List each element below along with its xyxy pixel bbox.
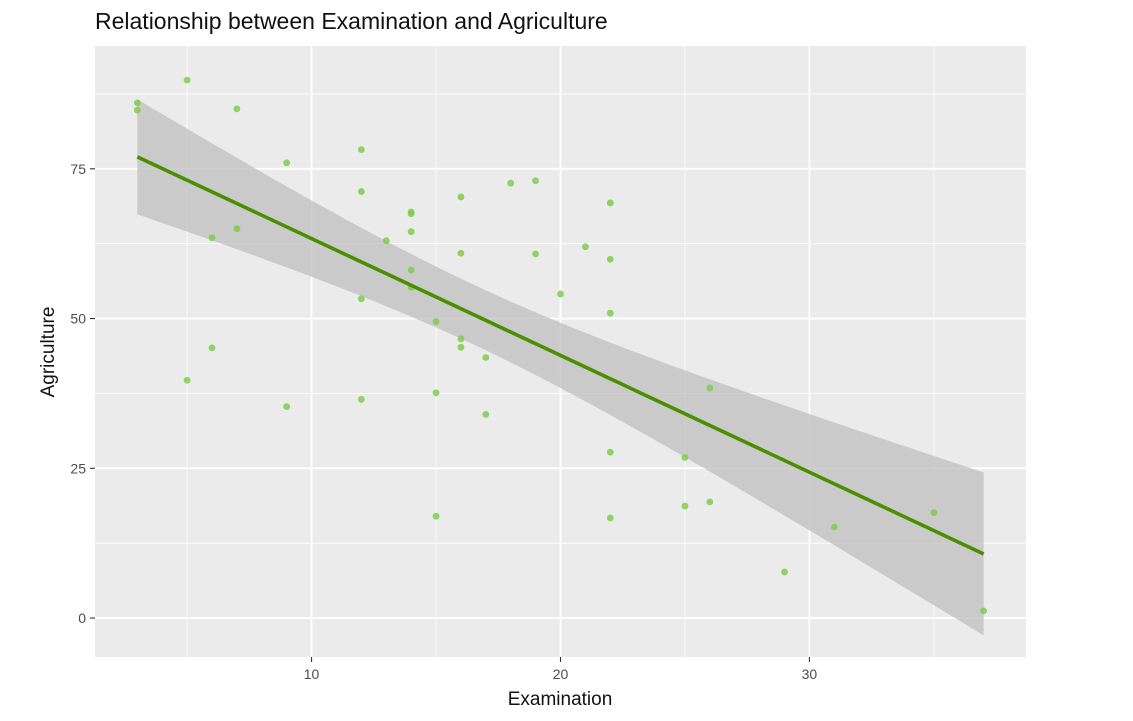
data-point [781, 568, 788, 576]
data-point [457, 343, 465, 351]
data-point [606, 199, 614, 207]
data-point [432, 512, 440, 520]
data-point [407, 228, 415, 236]
data-point [606, 514, 614, 522]
data-point [681, 454, 689, 461]
data-point [283, 403, 291, 411]
data-point [606, 309, 614, 317]
data-point [357, 396, 365, 403]
data-point [980, 607, 988, 615]
data-point [557, 290, 564, 298]
data-point [357, 146, 365, 154]
data-point [357, 295, 365, 303]
data-point [706, 384, 714, 392]
data-point [133, 106, 141, 114]
data-point [233, 225, 241, 233]
data-point [457, 249, 465, 257]
data-point [482, 354, 490, 361]
x-tick-label: 20 [553, 666, 569, 682]
data-point [233, 105, 241, 113]
confidence-band-layer [137, 99, 984, 636]
data-point [283, 159, 291, 167]
x-axis-title: Examination [508, 689, 613, 710]
data-point [183, 376, 191, 384]
data-point [581, 243, 589, 251]
data-point [183, 76, 191, 84]
data-point [382, 237, 390, 245]
data-point [407, 210, 415, 218]
data-point [681, 502, 689, 510]
data-point [532, 177, 540, 185]
y-tick-label: 25 [70, 460, 86, 476]
data-point [830, 523, 838, 531]
x-tick-label: 30 [802, 666, 818, 682]
data-point [930, 509, 938, 517]
data-point [208, 344, 216, 352]
data-point [432, 318, 440, 325]
y-tick-label: 0 [78, 610, 86, 626]
data-point [606, 448, 614, 456]
data-point [432, 389, 440, 397]
data-point [133, 99, 141, 107]
data-point [407, 266, 415, 274]
trend-line-layer [136, 155, 985, 556]
data-point [457, 193, 465, 201]
data-point [457, 335, 465, 343]
trend-line [136, 155, 985, 556]
data-point [482, 410, 490, 418]
y-axis-title: Agriculture [38, 307, 59, 398]
data-point [606, 255, 614, 263]
confidence-band [137, 99, 984, 636]
data-point [507, 179, 515, 187]
data-point [357, 188, 365, 195]
axis-ticks: 0 25 50 75 10 20 30 [70, 161, 817, 682]
y-tick-label: 75 [70, 161, 86, 177]
data-point [208, 234, 216, 242]
data-point [706, 498, 714, 506]
data-point [532, 250, 540, 258]
x-tick-label: 10 [304, 666, 320, 682]
y-tick-label: 50 [70, 311, 86, 327]
points-layer [133, 76, 988, 615]
chart-title: Relationship between Examination and Agr… [95, 8, 608, 34]
